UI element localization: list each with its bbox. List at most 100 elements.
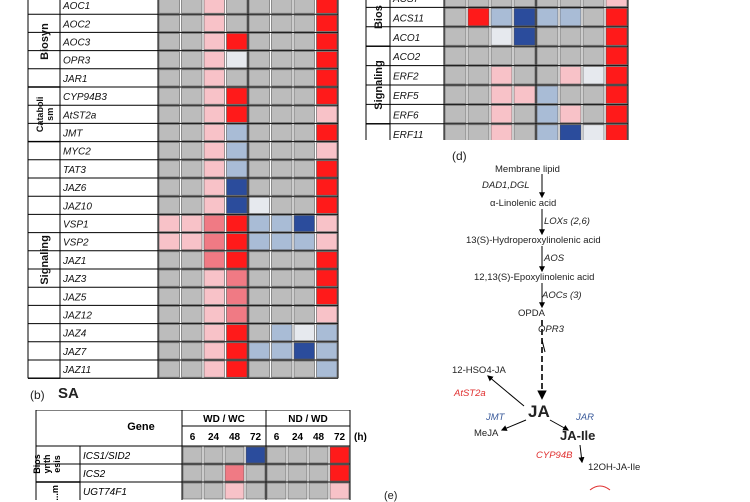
heat-cell: [181, 51, 203, 69]
heat-cell: [293, 124, 315, 141]
heat-cell: [559, 124, 582, 140]
heat-cell: [248, 215, 270, 232]
heat-cell: [226, 251, 248, 269]
ja-heatmap-panel: AOC1 AOC2 AOC3 OPR3 JAR1 CYP94B3 AtST2a JMT MYC2…: [0, 0, 360, 380]
time-label: 24: [292, 432, 304, 443]
heat-cell: [536, 85, 559, 104]
heat-cell: [158, 233, 180, 251]
heat-cell: [316, 105, 338, 123]
heat-cell: [271, 324, 293, 342]
pathway-arrow: [549, 419, 570, 431]
heat-cell: [203, 269, 225, 287]
heat-cell: [203, 360, 225, 378]
gene-label: VSP2: [63, 238, 89, 249]
pathway-arrow: [578, 444, 585, 464]
heat-cell: [226, 360, 248, 378]
heat-cell: [582, 105, 605, 124]
cond-wd-wc: WD / WC: [203, 414, 245, 425]
heat-cell: [490, 27, 513, 46]
heat-cell: [181, 251, 203, 269]
gene-label: TAT3: [63, 165, 86, 176]
heat-cell: [181, 105, 203, 123]
heat-cell: [513, 124, 536, 140]
gene-label: ERF11: [393, 130, 423, 140]
heat-cell: [226, 87, 248, 105]
enzyme-loxs: LOXs (2,6): [544, 216, 590, 227]
heat-cell: [203, 0, 225, 14]
heat-cell: [293, 33, 315, 50]
heat-cell: [316, 51, 338, 69]
heat-cell: [536, 105, 559, 124]
heat-cell: [248, 196, 270, 214]
heat-cell: [203, 464, 224, 482]
heat-cell: [316, 215, 338, 232]
gene-label: JAZ1: [62, 256, 86, 267]
pathway-panel-label: (d): [452, 149, 467, 163]
heat-cell: [248, 105, 270, 123]
heat-cell: [203, 342, 225, 360]
heat-cell: [271, 287, 293, 305]
heat-cell: [316, 269, 338, 287]
heat-cell: [181, 196, 203, 214]
heat-cell: [181, 233, 203, 251]
heat-cell: [181, 178, 203, 196]
heat-cell: [467, 124, 490, 140]
enzyme-aocs: AOCs (3): [542, 290, 582, 301]
heat-cell: [203, 215, 225, 232]
heat-cell: [245, 482, 266, 500]
heat-cell: [271, 342, 293, 360]
gene-label: JAZ4: [62, 329, 87, 340]
heat-cell: [605, 0, 628, 7]
heat-cell: [293, 178, 315, 196]
heat-cell: [158, 69, 180, 87]
heat-cell: [293, 360, 315, 378]
gene-label: ACO1: [392, 33, 420, 44]
heat-cell: [559, 66, 582, 85]
heat-cell: [182, 446, 203, 464]
heat-cell: [271, 51, 293, 69]
heat-cell: [287, 446, 308, 464]
et-heatmap-panel: ACS7 ACS11 ACO1 ACO2 ERF2 ERF5 ERF6 ERF11 Bios Si…: [365, 0, 750, 140]
heat-cell: [582, 66, 605, 85]
enzyme-dad1-dgl: DAD1,DGL: [482, 180, 530, 191]
heat-cell: [293, 287, 315, 305]
meja-node: MeJA: [474, 428, 499, 439]
heat-cell: [316, 287, 338, 305]
heat-cell: [203, 87, 225, 105]
heat-cell: [271, 0, 293, 14]
gene-header: Gene: [127, 421, 155, 433]
heat-cell: [226, 51, 248, 69]
unit-label: (h): [354, 432, 367, 443]
heat-cell: [226, 14, 248, 32]
heat-cell: [271, 269, 293, 287]
heat-cell: [605, 46, 628, 65]
heat-cell: [559, 8, 582, 27]
oh-ja-ile-node: 12OH-JA-Ile: [588, 462, 641, 473]
gene-label: JAZ7: [62, 347, 87, 358]
enzyme-opr3: OPR3: [538, 324, 564, 335]
heat-cell: [559, 46, 582, 65]
heat-cell: [467, 46, 490, 65]
heat-cell: [158, 324, 180, 342]
heat-cell: [226, 0, 248, 14]
heat-cell: [248, 360, 270, 378]
heat-cell: [181, 33, 203, 50]
heat-cell: [203, 446, 224, 464]
heat-cell: [316, 324, 338, 342]
heat-cell: [248, 269, 270, 287]
heat-cell: [158, 14, 180, 32]
heat-cell: [293, 142, 315, 160]
heat-cell: [329, 464, 350, 482]
step-linolenic-acid: α-Linolenic acid: [490, 198, 557, 209]
heat-cell: [226, 160, 248, 178]
gene-label: UGT74F1: [83, 487, 127, 498]
ja-ile-node: JA-Ile: [560, 428, 596, 443]
heat-cell: [271, 196, 293, 214]
heat-cell: [158, 105, 180, 123]
sa-panel-title: SA: [58, 385, 79, 402]
heat-cell: [308, 482, 329, 500]
heat-cell: [287, 464, 308, 482]
gene-label: ERF6: [393, 110, 419, 121]
heat-cell: [287, 482, 308, 500]
heat-cell: [316, 33, 338, 50]
